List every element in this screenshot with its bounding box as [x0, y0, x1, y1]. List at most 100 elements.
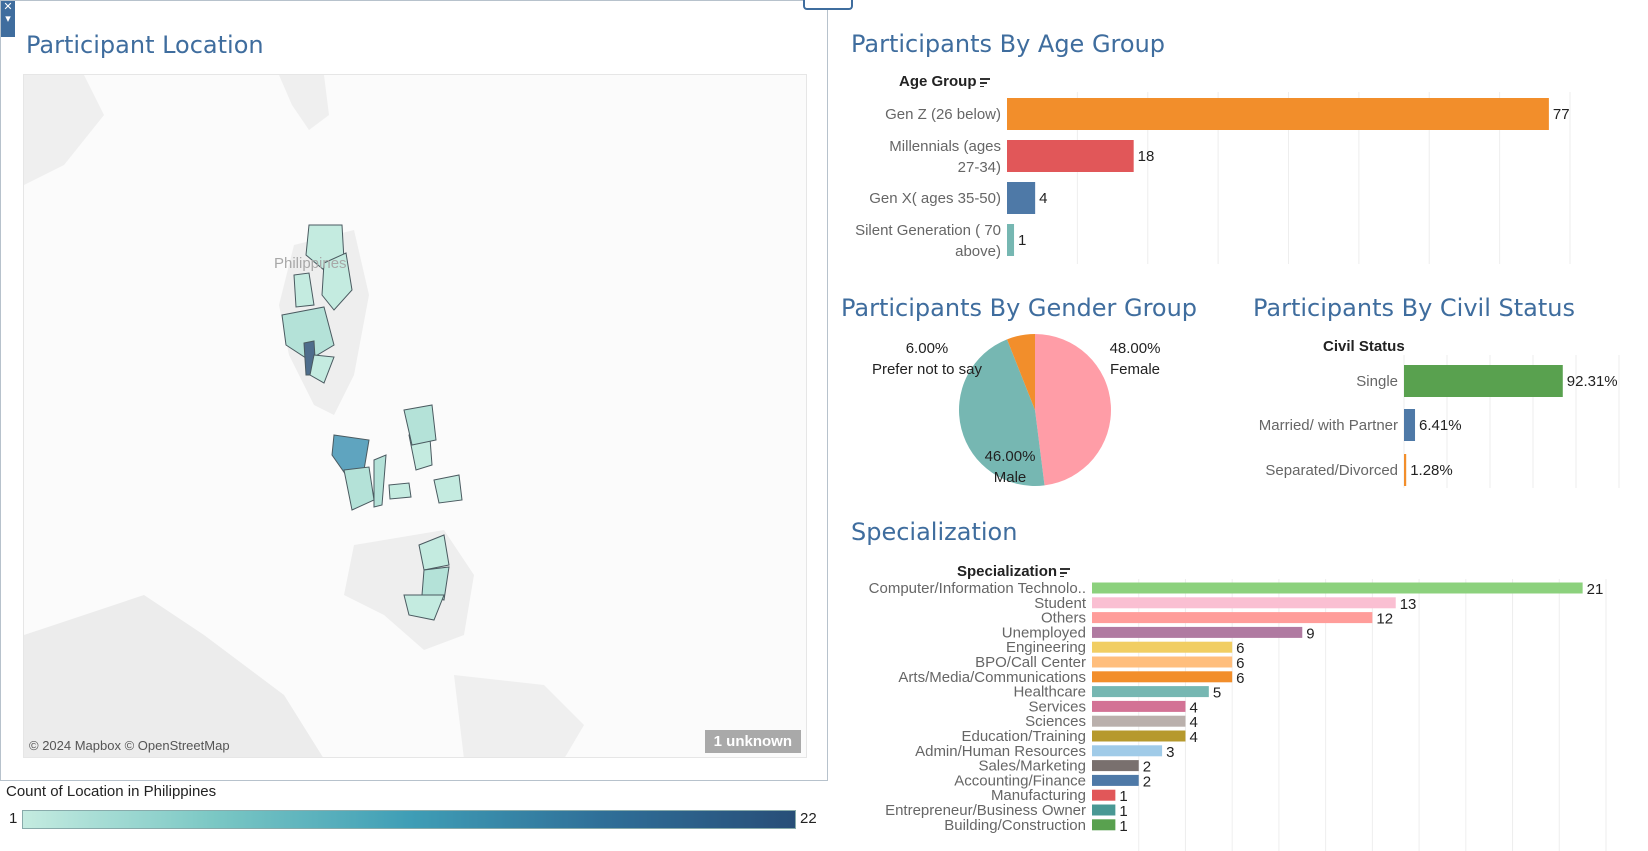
- spec-bar-value: 1: [1119, 818, 1127, 835]
- age-bar-value: 77: [1553, 106, 1570, 123]
- civil-bar[interactable]: [1404, 365, 1563, 397]
- age-bar-value: 1: [1018, 232, 1026, 249]
- civil-bar[interactable]: [1404, 409, 1416, 441]
- panel-grip-icon[interactable]: ✕ ▾: [1, 1, 15, 37]
- region-visayas-west2: [343, 466, 375, 511]
- age-bar[interactable]: [1007, 98, 1549, 130]
- region-south-luzon: [309, 354, 335, 384]
- spec-bar[interactable]: [1092, 626, 1303, 638]
- spec-bar[interactable]: [1092, 700, 1186, 712]
- age-bar[interactable]: [1007, 140, 1134, 172]
- spec-category-label: Arts/Media/Communications: [898, 669, 1086, 686]
- pie-label-male-pct: 46.00%: [984, 448, 1036, 465]
- spec-category-label: Engineering: [1006, 639, 1086, 656]
- spec-bar[interactable]: [1092, 582, 1583, 594]
- spec-bar-value: 5: [1213, 685, 1221, 702]
- age-category-label: Gen Z (26 below): [885, 106, 1001, 123]
- spec-category-label: Sciences: [1025, 713, 1086, 730]
- spec-bar[interactable]: [1092, 789, 1116, 801]
- panel-handle-icon[interactable]: [803, 0, 853, 10]
- age-category-label: Millennials (ages: [889, 138, 1001, 155]
- spec-bar-value: 9: [1306, 625, 1314, 642]
- age-chart-title: Participants By Age Group: [851, 30, 1166, 58]
- pie-label-female: Female: [1109, 361, 1161, 378]
- region-mindanao-e: [433, 474, 463, 504]
- legend-min: 1: [9, 810, 18, 827]
- age-header[interactable]: Age Group: [899, 73, 990, 90]
- spec-chart-title: Specialization: [851, 518, 1018, 546]
- civil-category-label: Separated/Divorced: [1265, 462, 1398, 479]
- age-category-label: Gen X( ages 35-50): [869, 190, 1001, 207]
- civil-bar-value: 1.28%: [1410, 462, 1453, 479]
- region-luzon-west: [293, 272, 315, 308]
- age-bar-value: 18: [1138, 148, 1155, 165]
- pie-label-prefer: Prefer not to say: [871, 361, 983, 378]
- spec-bar[interactable]: [1092, 612, 1373, 624]
- spec-category-label: Sales/Marketing: [978, 758, 1086, 775]
- region-luzon-central: [281, 306, 335, 361]
- spec-bar[interactable]: [1092, 804, 1116, 816]
- spec-category-label: Education/Training: [961, 728, 1086, 745]
- spec-bar-value: 2: [1143, 759, 1151, 776]
- gender-chart-title: Participants By Gender Group: [841, 294, 1198, 322]
- pie-slice[interactable]: [1035, 334, 1111, 486]
- civil-category-label: Married/ with Partner: [1259, 417, 1398, 434]
- legend-title: Count of Location in Philippines: [6, 783, 217, 800]
- spec-bar[interactable]: [1092, 686, 1209, 698]
- pie-label-prefer-pct: 6.00%: [905, 340, 949, 357]
- civil-chart-title: Participants By Civil Status: [1253, 294, 1575, 322]
- age-category-label: 27-34): [958, 159, 1001, 176]
- region-mindanao-sw: [403, 594, 445, 621]
- spec-bar[interactable]: [1092, 730, 1186, 742]
- spec-bar[interactable]: [1092, 819, 1116, 831]
- spec-bar[interactable]: [1092, 774, 1139, 786]
- age-category-label: above): [955, 243, 1001, 260]
- spec-bar-value: 13: [1400, 596, 1417, 613]
- spec-header-label: Specialization: [957, 563, 1058, 580]
- spec-bar[interactable]: [1092, 641, 1233, 653]
- pie-label-female-pct: 48.00%: [1109, 340, 1161, 357]
- pie-slice[interactable]: [959, 339, 1045, 486]
- sort-icon[interactable]: [1060, 567, 1071, 577]
- age-bar[interactable]: [1007, 224, 1015, 256]
- spec-bar[interactable]: [1092, 597, 1396, 609]
- spec-bar[interactable]: [1092, 745, 1163, 757]
- map-panel[interactable]: ✕ ▾ Participant Location: [0, 0, 828, 781]
- spec-bar[interactable]: [1092, 760, 1139, 772]
- civil-bar[interactable]: [1404, 454, 1407, 486]
- map-credit[interactable]: © 2024 Mapbox © OpenStreetMap: [29, 738, 230, 753]
- map-svg[interactable]: [24, 75, 807, 758]
- spec-category-label: Others: [1041, 610, 1086, 627]
- spec-bar-value: 4: [1189, 729, 1197, 746]
- spec-bar[interactable]: [1092, 715, 1186, 727]
- landmass-mainland: [24, 75, 104, 185]
- region-bohol: [388, 482, 412, 500]
- spec-bar-value: 2: [1143, 773, 1151, 790]
- pie-label-male: Male: [993, 469, 1027, 486]
- spec-bar[interactable]: [1092, 671, 1233, 683]
- region-mindanao-s: [421, 566, 450, 601]
- legend-color-bar: [22, 810, 796, 829]
- pie-slice[interactable]: [1007, 334, 1035, 410]
- spec-category-label: Building/Construction: [944, 817, 1086, 834]
- spec-bar-value: 12: [1376, 611, 1393, 628]
- map-area[interactable]: Philippines © 2024 Mapbox © OpenStreetMa…: [23, 74, 807, 758]
- spec-header[interactable]: Specialization: [957, 563, 1071, 580]
- spec-bar-value: 1: [1119, 803, 1127, 820]
- civil-bar-value: 92.31%: [1567, 373, 1618, 390]
- spec-bar-value: 3: [1166, 744, 1174, 761]
- spec-bar-value: 6: [1236, 640, 1244, 657]
- age-bar-value: 4: [1039, 190, 1047, 207]
- age-bar[interactable]: [1007, 182, 1036, 214]
- sort-icon[interactable]: [979, 77, 990, 87]
- spec-bar-value: 4: [1189, 699, 1197, 716]
- spec-bar[interactable]: [1092, 656, 1233, 668]
- map-title: Participant Location: [26, 31, 264, 59]
- age-category-label: Silent Generation ( 70: [855, 222, 1001, 239]
- spec-category-label: Entrepreneur/Business Owner: [885, 802, 1086, 819]
- spec-category-label: Student: [1034, 595, 1087, 612]
- unknown-badge[interactable]: 1 unknown: [704, 730, 801, 753]
- spec-category-label: Admin/Human Resources: [915, 743, 1086, 760]
- spec-category-label: Accounting/Finance: [954, 772, 1086, 789]
